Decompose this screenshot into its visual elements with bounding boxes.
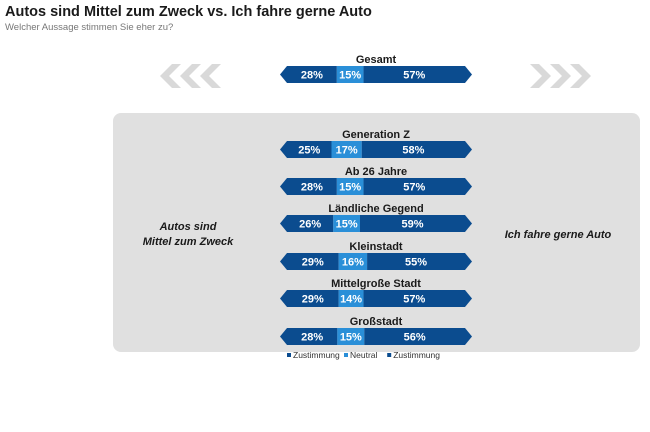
bar-segment [331,141,362,158]
data-label: 14% [340,294,362,306]
chart-subtitle: Welcher Aussage stimmen Sie eher zu? [5,22,174,33]
legend-swatch [344,353,348,357]
bar-segment [333,215,360,232]
data-label: 26% [299,219,321,231]
right-chevron-icon [530,64,551,88]
bar-segment [280,66,337,83]
left-statement-line1: Autos sind [159,221,217,233]
bar-segment [280,215,334,232]
left-statement-line2: Mittel zum Zweck [143,236,234,248]
data-label: 15% [339,70,361,82]
chart-title: Autos sind Mittel zum Zweck vs. Ich fahr… [5,4,372,20]
legend-swatch [287,353,291,357]
group-panel [113,113,640,352]
data-label: 29% [302,294,324,306]
data-label: 58% [402,145,424,157]
data-label: 17% [336,145,358,157]
data-label: 28% [301,70,323,82]
right-chevron-icon [550,64,571,88]
category-label: Kleinstadt [349,241,403,253]
data-label: 59% [401,219,423,231]
category-label: Generation Z [342,129,410,141]
data-label: 56% [404,332,426,344]
bar-segment [361,141,472,158]
bar-segment [337,328,365,345]
bar-segment [367,253,472,270]
category-label: Gesamt [356,54,397,66]
bar-segment [363,178,472,195]
right-statement: Ich fahre gerne Auto [505,229,612,241]
legend-label: Zustimmung [393,350,440,360]
data-label: 15% [336,219,358,231]
data-label: 28% [301,182,323,194]
category-label: Großstadt [350,316,403,328]
bar-segment [336,178,364,195]
bar-segment [338,290,364,307]
category-label: Ab 26 Jahre [345,166,407,178]
data-label: 16% [342,257,364,269]
bar-segment [336,66,364,83]
data-label: 15% [339,182,361,194]
category-label: Mittelgroße Stadt [331,278,421,290]
bar-segment [364,328,472,345]
data-label: 57% [403,182,425,194]
right-chevron-icon [570,64,591,88]
data-label: 57% [403,70,425,82]
data-label: 15% [340,332,362,344]
left-chevron-icon [200,64,221,88]
bar-segment [359,215,472,232]
data-label: 25% [298,145,320,157]
bar-segment [363,290,472,307]
bar-segment [363,66,472,83]
left-chevron-icon [160,64,181,88]
bar-segment [280,253,339,270]
bar-segment [280,141,332,158]
bar-segment [280,328,338,345]
data-label: 55% [405,257,427,269]
category-label: Ländliche Gegend [328,203,423,215]
legend-label: Neutral [350,350,378,360]
legend-swatch [387,353,392,357]
bar-segment [280,178,337,195]
bar-segment [280,290,339,307]
bar-segment [338,253,368,270]
legend-label: Zustimmung [293,350,340,360]
left-chevron-icon [180,64,201,88]
data-label: 28% [301,332,323,344]
data-label: 29% [302,257,324,269]
data-label: 57% [403,294,425,306]
